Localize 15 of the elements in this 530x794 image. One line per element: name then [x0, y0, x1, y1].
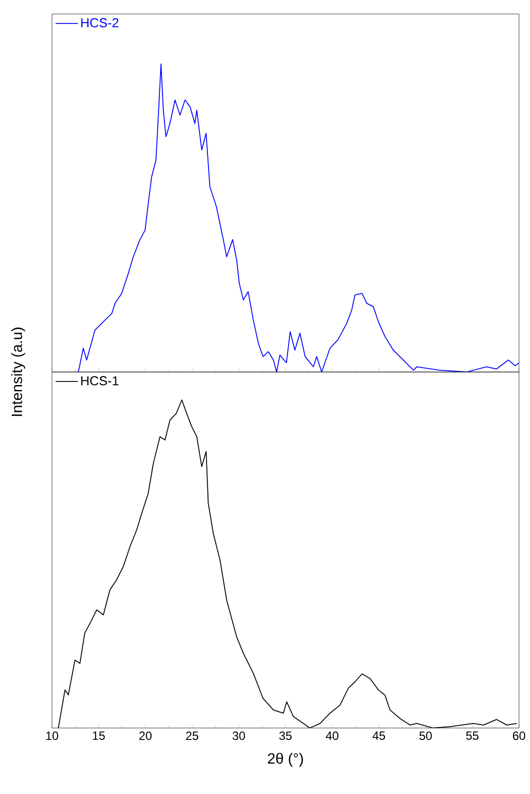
x-tick-label: 40: [326, 732, 338, 740]
x-tick-label: 45: [372, 732, 386, 740]
x-tick-label: 50: [419, 732, 432, 740]
x-axis-title: 2θ (°): [268, 752, 303, 767]
y-axis-title: Intensity (a.u): [11, 328, 26, 416]
x-tick-label: 20: [139, 732, 152, 740]
x-tick-label: 25: [186, 732, 198, 740]
legend-label: HCS-2: [81, 18, 118, 28]
x-tick-label: 15: [92, 732, 105, 740]
x-tick-label: 55: [466, 732, 478, 740]
legend-label: HCS-1: [81, 376, 118, 386]
x-tick-label: 35: [279, 732, 292, 740]
x-tick-label: 10: [46, 732, 58, 740]
x-tick-label: 30: [232, 732, 245, 740]
x-tick-label: 60: [512, 732, 526, 740]
